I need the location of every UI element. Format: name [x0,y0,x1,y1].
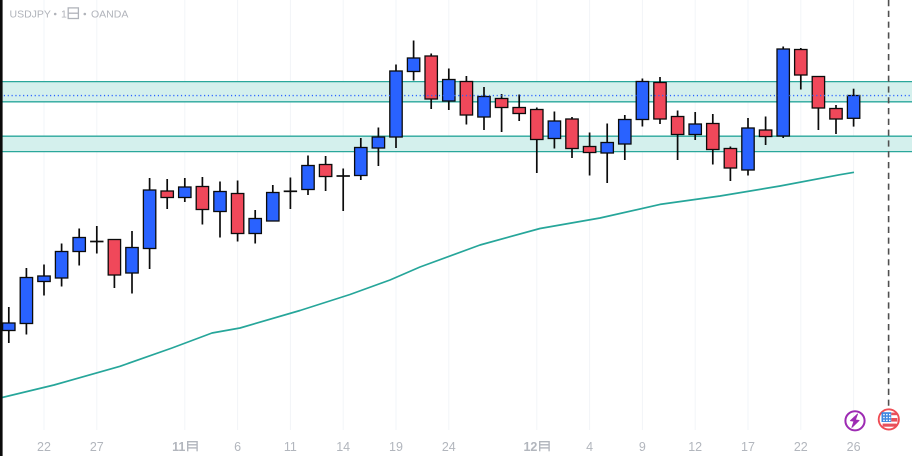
svg-text:6: 6 [234,440,241,454]
svg-text:17: 17 [741,440,755,454]
svg-text:14: 14 [336,440,350,454]
svg-text:USDJPY: USDJPY [10,8,51,20]
svg-text:24: 24 [442,440,456,454]
svg-text:22: 22 [37,440,51,454]
svg-text:26: 26 [847,440,861,454]
svg-text:12: 12 [523,440,537,454]
svg-text:1: 1 [61,8,67,20]
svg-text:22: 22 [794,440,808,454]
svg-text:OANDA: OANDA [91,8,128,20]
svg-text:4: 4 [586,440,593,454]
svg-text:11: 11 [172,440,185,454]
svg-text:27: 27 [90,440,104,454]
svg-text:9: 9 [639,440,646,454]
svg-text:11: 11 [284,440,297,454]
svg-text:12: 12 [688,440,702,454]
svg-text:19: 19 [389,440,403,454]
